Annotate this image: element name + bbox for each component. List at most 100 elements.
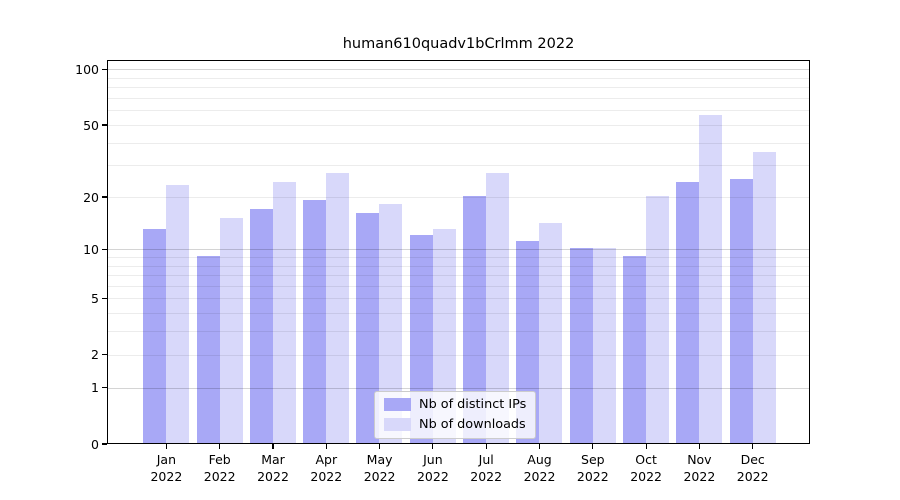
x-axis-label-apr: Apr 2022 (296, 451, 356, 485)
bar-downloads-may (379, 204, 403, 443)
bar-downloads-mar (272, 181, 296, 443)
gridline-minor-5 (108, 298, 809, 300)
x-label-month: Feb (208, 452, 231, 467)
bar-downloads-dec (752, 152, 776, 443)
y-tick-2 (102, 354, 107, 356)
bar-distinct-ips-may (356, 213, 380, 443)
gridline-minor-70 (108, 97, 809, 99)
x-label-year: 2022 (363, 469, 396, 484)
x-tick-apr (325, 444, 327, 449)
bar-downloads-nov (699, 115, 723, 443)
x-label-month: Aug (527, 452, 552, 467)
gridline-major-100 (108, 69, 809, 71)
gridline-minor-8 (108, 265, 809, 267)
x-axis-label-jul: Jul 2022 (456, 451, 516, 485)
gridline-minor-30 (108, 165, 809, 167)
y-tick-5 (102, 298, 107, 300)
x-label-year: 2022 (683, 469, 716, 484)
y-tick-100 (102, 69, 107, 71)
x-tick-sep (592, 444, 594, 449)
x-tick-jun (432, 444, 434, 449)
y-tick-1 (102, 387, 107, 389)
x-label-year: 2022 (470, 469, 503, 484)
x-axis-label-jan: Jan 2022 (136, 451, 196, 485)
gridline-minor-40 (108, 142, 809, 144)
gridline-major-10 (108, 249, 809, 251)
gridline-minor-80 (108, 87, 809, 89)
gridline-minor-6 (108, 285, 809, 287)
gridline-minor-4 (108, 313, 809, 315)
gridline-minor-3 (108, 331, 809, 333)
x-label-year: 2022 (257, 469, 289, 484)
x-label-year: 2022 (736, 469, 769, 484)
legend-swatch-distinct-ips (384, 398, 411, 411)
x-label-month: May (366, 452, 393, 467)
gridline-minor-60 (108, 110, 809, 112)
y-tick-50 (102, 124, 107, 126)
bar-distinct-ips-sep (569, 248, 593, 443)
y-axis-tick-label: 20 (83, 189, 99, 205)
bar-downloads-oct (645, 196, 669, 443)
x-tick-oct (645, 444, 647, 449)
x-axis-label-mar: Mar 2022 (243, 451, 303, 485)
x-label-year: 2022 (630, 469, 662, 484)
y-axis-tick-label: 0 (91, 436, 99, 452)
x-tick-aug (538, 444, 541, 449)
x-axis-label-oct: Oct 2022 (616, 451, 676, 485)
x-label-month: Sep (581, 452, 605, 467)
x-label-month: Mar (261, 452, 285, 467)
y-axis-tick-label: 10 (83, 241, 99, 257)
x-label-month: Nov (687, 452, 712, 467)
y-tick-20 (102, 196, 107, 198)
bar-downloads-sep (592, 248, 616, 443)
x-tick-feb (219, 444, 221, 449)
x-label-month: Jul (478, 452, 494, 467)
gridline-major-1 (108, 387, 809, 389)
x-axis-label-nov: Nov 2022 (669, 451, 729, 485)
gridline-minor-9 (108, 257, 809, 258)
bar-distinct-ips-apr (303, 199, 327, 443)
bar-downloads-jul (486, 172, 509, 443)
bar-downloads-jun (432, 228, 456, 443)
y-tick-0 (102, 443, 107, 445)
x-tick-jul (485, 444, 487, 449)
bar-distinct-ips-dec (729, 178, 753, 443)
x-axis-label-dec: Dec 2022 (723, 451, 783, 485)
bar-downloads-jan (166, 185, 190, 443)
bar-downloads-feb (219, 218, 243, 443)
legend-label: Nb of downloads (419, 417, 526, 432)
x-tick-jan (165, 444, 167, 449)
y-axis-tick-label: 1 (91, 380, 99, 396)
bar-distinct-ips-nov (676, 181, 700, 443)
bar-distinct-ips-oct (622, 256, 646, 443)
gridline-minor-50 (108, 124, 809, 126)
x-tick-mar (272, 444, 274, 449)
legend-item-distinct-ips: Nb of distinct IPs (384, 397, 526, 412)
x-label-month: Apr (315, 452, 338, 467)
bar-downloads-apr (326, 172, 350, 443)
x-label-month: Dec (740, 452, 765, 467)
x-axis-label-may: May 2022 (350, 451, 410, 485)
x-label-month: Oct (635, 452, 657, 467)
x-axis-label-jun: Jun 2022 (403, 451, 463, 485)
plot-area (107, 60, 810, 444)
x-label-year: 2022 (523, 469, 556, 484)
x-axis-label-aug: Aug 2022 (510, 451, 570, 485)
x-label-year: 2022 (416, 469, 449, 484)
bar-distinct-ips-mar (249, 208, 273, 443)
chart-title: human610quadv1bCrlmm 2022 (342, 36, 575, 52)
gridline-minor-7 (108, 275, 809, 277)
bar-distinct-ips-feb (196, 256, 220, 443)
y-axis-tick-label: 2 (91, 347, 99, 363)
y-axis-tick-label: 100 (75, 62, 99, 78)
x-axis-label-sep: Sep 2022 (563, 451, 623, 485)
gridline-minor-20 (108, 196, 809, 198)
y-tick-10 (102, 248, 107, 251)
x-label-year: 2022 (150, 469, 183, 484)
x-label-month: Jun (423, 452, 443, 467)
legend-swatch-downloads (384, 418, 411, 431)
bar-downloads-aug (539, 223, 563, 443)
x-label-month: Jan (156, 452, 177, 467)
legend-label: Nb of distinct IPs (419, 397, 527, 412)
